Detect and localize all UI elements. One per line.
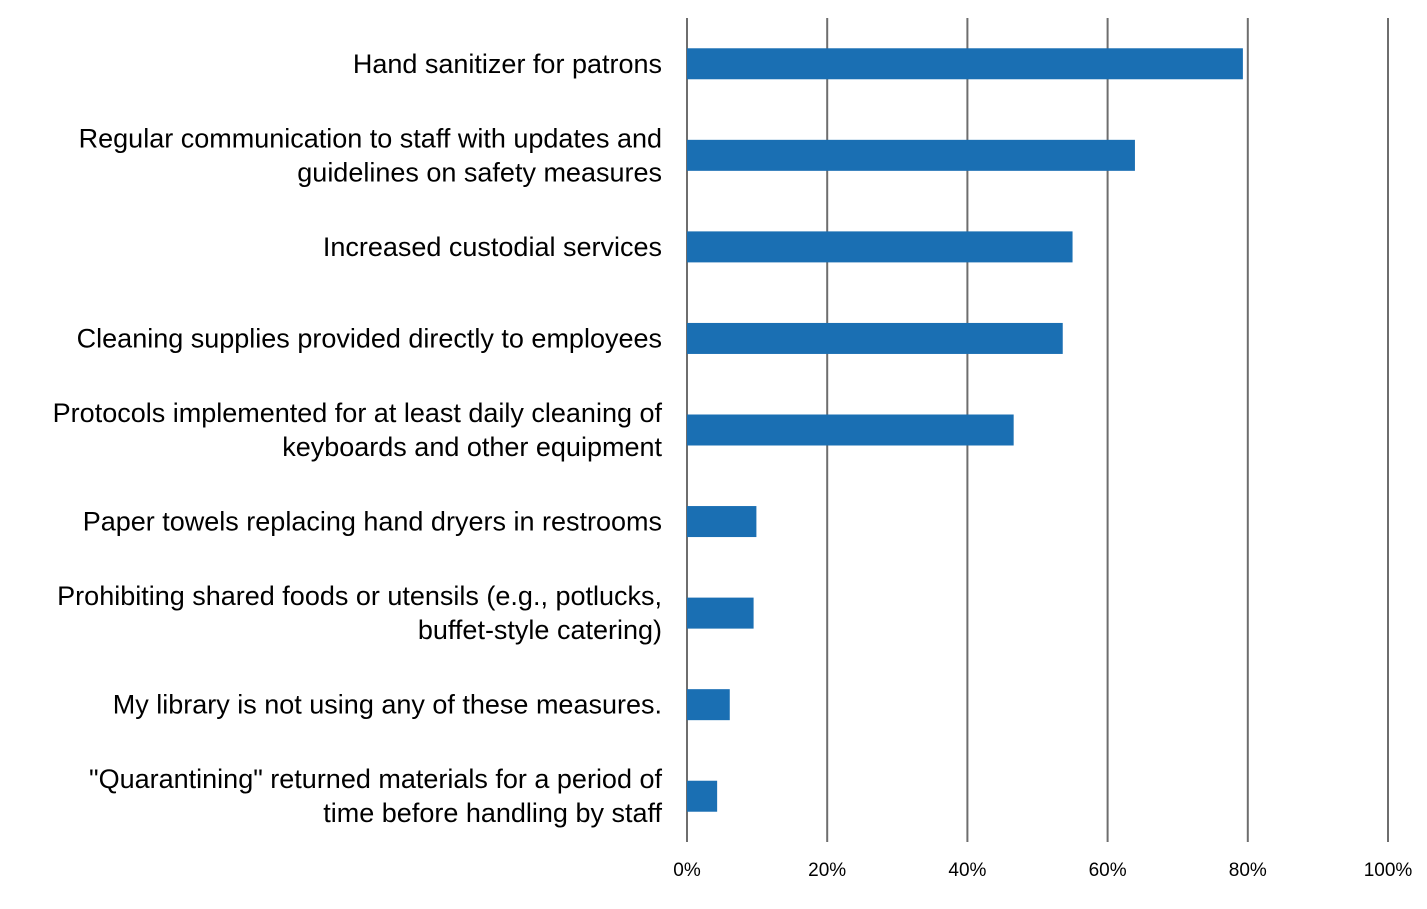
category-label: Protocols implemented for at least daily… <box>53 398 663 462</box>
category-labels: Hand sanitizer for patrons Regular commun… <box>53 49 663 828</box>
bar <box>687 231 1073 263</box>
bar <box>687 139 1135 171</box>
category-label: Cleaning supplies provided directly to e… <box>77 323 662 353</box>
category-label-line: guidelines on safety measures <box>297 157 662 187</box>
bar <box>687 597 754 629</box>
category-label-line: Regular communication to staff with upda… <box>79 123 662 153</box>
category-label-line: Protocols implemented for at least daily… <box>53 398 663 428</box>
category-label-line: keyboards and other equipment <box>282 432 662 462</box>
bar <box>687 780 718 812</box>
x-tick-label: 80% <box>1229 860 1267 881</box>
category-label: Hand sanitizer for patrons <box>353 49 662 79</box>
category-label: Increased custodial services <box>323 232 662 262</box>
category-label: "Quarantining" returned materials for a … <box>89 764 662 828</box>
category-label-line: Prohibiting shared foods or utensils (e.… <box>57 581 662 611</box>
x-tick-label: 20% <box>808 860 846 881</box>
category-label-line: buffet-style catering) <box>418 615 662 645</box>
category-label-line: "Quarantining" returned materials for a … <box>89 764 662 794</box>
bar <box>687 322 1063 354</box>
category-label: Regular communication to staff with upda… <box>79 123 662 187</box>
bar <box>687 689 730 721</box>
category-label-line: time before handling by staff <box>323 798 662 828</box>
category-label: Prohibiting shared foods or utensils (e.… <box>57 581 662 645</box>
x-tick-label: 40% <box>948 860 986 881</box>
category-label-line: Increased custodial services <box>323 232 662 262</box>
category-label: Paper towels replacing hand dryers in re… <box>83 507 662 537</box>
bar <box>687 48 1243 80</box>
bar <box>687 414 1014 446</box>
category-label-line: Cleaning supplies provided directly to e… <box>77 323 662 353</box>
category-label-line: Hand sanitizer for patrons <box>353 49 662 79</box>
x-tick-label: 0% <box>673 860 701 881</box>
x-tick-labels: 0% 20% 40% 60% 80% 100% <box>673 860 1412 881</box>
bar <box>687 506 757 538</box>
bars <box>687 48 1243 812</box>
category-label: My library is not using any of these mea… <box>113 690 662 720</box>
x-tick-label: 100% <box>1364 860 1413 881</box>
category-label-line: My library is not using any of these mea… <box>113 690 662 720</box>
x-tick-label: 60% <box>1089 860 1127 881</box>
category-label-line: Paper towels replacing hand dryers in re… <box>83 507 662 537</box>
